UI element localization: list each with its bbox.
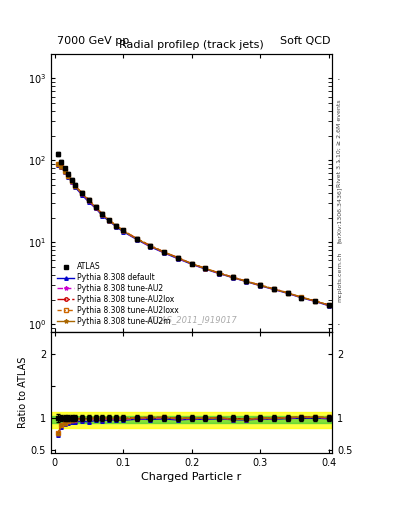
X-axis label: Charged Particle r: Charged Particle r bbox=[141, 472, 242, 482]
Text: [arXiv:1306.3436]: [arXiv:1306.3436] bbox=[337, 187, 342, 243]
Text: 7000 GeV pp: 7000 GeV pp bbox=[57, 36, 129, 46]
Bar bbox=[51, 416, 332, 422]
Y-axis label: Ratio to ATLAS: Ratio to ATLAS bbox=[18, 357, 28, 429]
Text: mcplots.cern.ch: mcplots.cern.ch bbox=[337, 251, 342, 302]
Text: Soft QCD: Soft QCD bbox=[280, 36, 330, 46]
Bar bbox=[51, 412, 332, 428]
Legend: ATLAS, Pythia 8.308 default, Pythia 8.308 tune-AU2, Pythia 8.308 tune-AU2lox, Py: ATLAS, Pythia 8.308 default, Pythia 8.30… bbox=[55, 260, 181, 328]
Text: Rivet 3.1.10; ≥ 2.6M events: Rivet 3.1.10; ≥ 2.6M events bbox=[337, 99, 342, 187]
Text: ATLAS_2011_I919017: ATLAS_2011_I919017 bbox=[146, 315, 237, 324]
Title: Radial profileρ (track jets): Radial profileρ (track jets) bbox=[119, 40, 264, 50]
